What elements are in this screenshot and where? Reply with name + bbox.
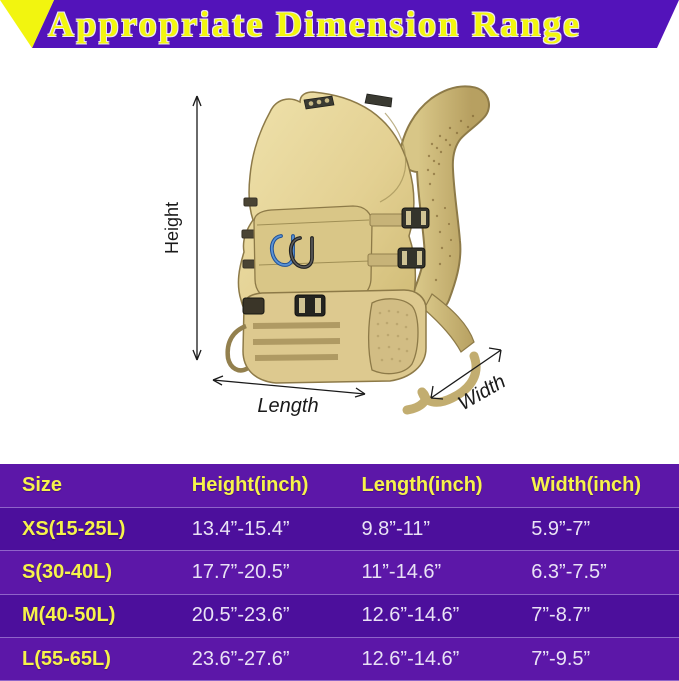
svg-text:Width: Width: [454, 371, 509, 416]
svg-text:Length: Length: [257, 395, 318, 417]
svg-text:Height: Height: [162, 202, 182, 254]
